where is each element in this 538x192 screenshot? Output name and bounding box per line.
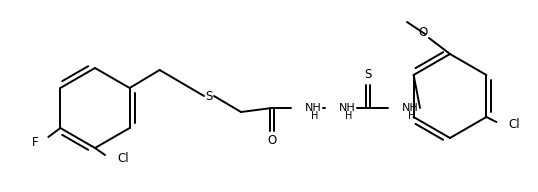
Text: S: S [206,89,213,103]
Text: S: S [364,69,372,81]
Text: H: H [408,111,416,121]
Text: Cl: Cl [117,151,129,165]
Text: O: O [419,26,428,39]
Text: NH: NH [305,103,322,113]
Text: O: O [267,135,277,147]
Text: Cl: Cl [508,118,520,132]
Text: NH: NH [339,103,356,113]
Text: F: F [32,136,38,148]
Text: H: H [345,111,353,121]
Text: H: H [312,111,318,121]
Text: NH: NH [402,103,419,113]
